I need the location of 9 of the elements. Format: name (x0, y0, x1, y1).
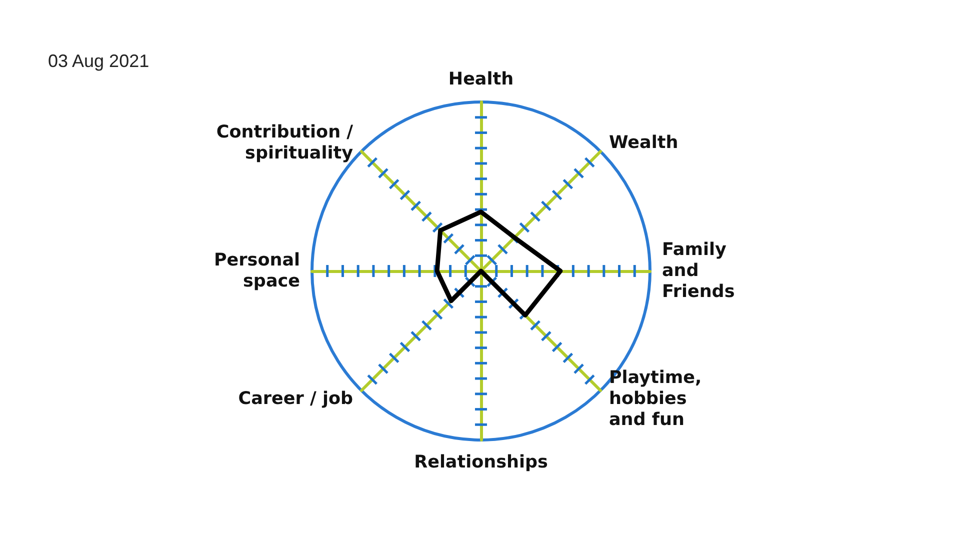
spoke-label: Relationships (414, 452, 548, 472)
spoke-label: Wealth (608, 133, 678, 154)
spoke-label: Personal space (214, 250, 300, 292)
spoke-label: Family and Friends (662, 240, 735, 302)
spoke-label: Contribution / spirituality (216, 122, 354, 164)
text: 03 Aug 2021 (48, 51, 150, 71)
spoke-label: Career / job (238, 388, 354, 409)
spoke-label: Playtime, hobbies and fun (608, 368, 702, 430)
spoke-label: Health (448, 70, 514, 90)
